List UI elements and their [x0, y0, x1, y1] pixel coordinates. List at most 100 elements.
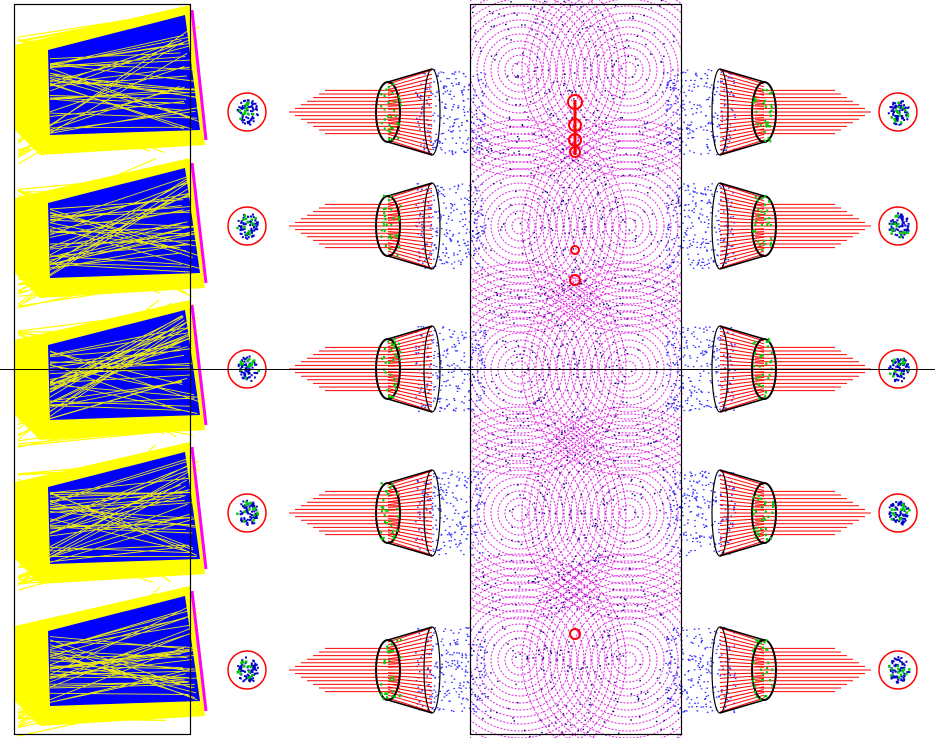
cone-hits [380, 638, 402, 701]
ray-fan-segment [15, 586, 208, 737]
spot-diagram [878, 206, 918, 246]
halo-ring [598, 483, 658, 543]
halo-ring [619, 504, 637, 522]
halo-ring [469, 462, 571, 564]
halo-ring [584, 469, 672, 557]
halo-ring [490, 483, 550, 543]
cone-rays [387, 183, 433, 269]
spot-hits [236, 500, 260, 523]
cone-sides [719, 325, 765, 413]
beam-bundle [289, 490, 871, 536]
halo-ring [598, 40, 658, 100]
cone-sides [387, 182, 433, 270]
ray-fan-segment [15, 158, 208, 309]
frames [0, 3, 935, 736]
lens-cone [375, 626, 441, 714]
halo-ring [490, 196, 550, 256]
halo-ring [483, 623, 557, 697]
ray-fan-streaks [49, 458, 200, 563]
cone-base [423, 182, 441, 270]
halo-ring [504, 497, 536, 529]
beam-bundle [289, 346, 871, 392]
cone-base [711, 469, 729, 557]
halo-ring [577, 462, 679, 564]
spot-hits [890, 101, 910, 124]
halo-ring [577, 609, 679, 711]
halo-ring [469, 19, 571, 121]
beam-bundle [289, 89, 871, 135]
cone-base [423, 469, 441, 557]
spot-hits [888, 664, 911, 679]
halo-ring [612, 54, 644, 86]
cone-hits [381, 337, 402, 399]
halo-ring [420, 126, 620, 326]
halo-hits [537, 567, 683, 738]
lens-cone [711, 68, 777, 156]
halo-ring [448, 588, 592, 732]
cone-rays [387, 69, 433, 155]
spot-ring [227, 650, 267, 690]
spot-hits [889, 358, 910, 378]
spot-ring [227, 206, 267, 246]
spot-diagram [227, 206, 267, 246]
ray-fan-edge [190, 304, 208, 426]
halo-ring [490, 630, 550, 690]
halo-ring [420, 413, 620, 613]
halo-ring [441, 434, 599, 592]
spot-hits [236, 660, 254, 680]
halo-ring [476, 182, 564, 270]
halo-ring [605, 47, 651, 93]
cone-sides [719, 626, 765, 714]
halo-ring [577, 19, 679, 121]
scatter-cloud [415, 627, 487, 713]
cone-sides [719, 469, 765, 557]
spot-diagram [878, 650, 918, 690]
cone-hits [380, 194, 402, 257]
scatter-cloud [415, 470, 486, 556]
ray-fan-edge [190, 9, 208, 141]
cone-base [423, 68, 441, 156]
halo-ring [584, 26, 672, 114]
ray-fan-streaks [49, 315, 200, 420]
spot-hits [238, 101, 255, 120]
halo-ring [469, 175, 571, 277]
halo-ring [504, 210, 536, 242]
lens-cone [375, 182, 441, 270]
cone-sides [387, 626, 433, 714]
halo-ring [612, 644, 644, 676]
beam-bundle [289, 647, 871, 693]
lens-cone [375, 68, 441, 156]
spot-diagram [878, 92, 918, 132]
halo-ring [504, 644, 536, 676]
ray-fan-streaks [49, 29, 200, 134]
lens-cone [711, 182, 777, 270]
halo-ring [591, 33, 665, 107]
cone-base [711, 182, 729, 270]
halo-ring [441, 147, 599, 305]
lens-cone [711, 626, 777, 714]
spot-diagrams [227, 92, 918, 690]
spot-ring [878, 493, 918, 533]
cone-hits [380, 83, 402, 141]
cone-rays [719, 69, 765, 155]
halo-ring [598, 196, 658, 256]
cone-hits [752, 337, 773, 400]
halo-ring [511, 504, 529, 522]
channel-marker [569, 274, 581, 286]
cone-sides [387, 68, 433, 156]
cone-hits [752, 88, 774, 143]
halo-ring [605, 637, 651, 683]
halo-ring [591, 623, 665, 697]
halo-ring [504, 54, 536, 86]
ray-fan-edge [190, 590, 208, 712]
cone-base [711, 68, 729, 156]
cone-sides [719, 182, 765, 270]
halo-ring [511, 217, 529, 235]
cone-base [711, 626, 729, 714]
spot-hits [890, 503, 911, 521]
cone-sides [387, 325, 433, 413]
halo-ring [584, 182, 672, 270]
cone-hits [752, 638, 774, 701]
beam-bundle [289, 203, 871, 249]
